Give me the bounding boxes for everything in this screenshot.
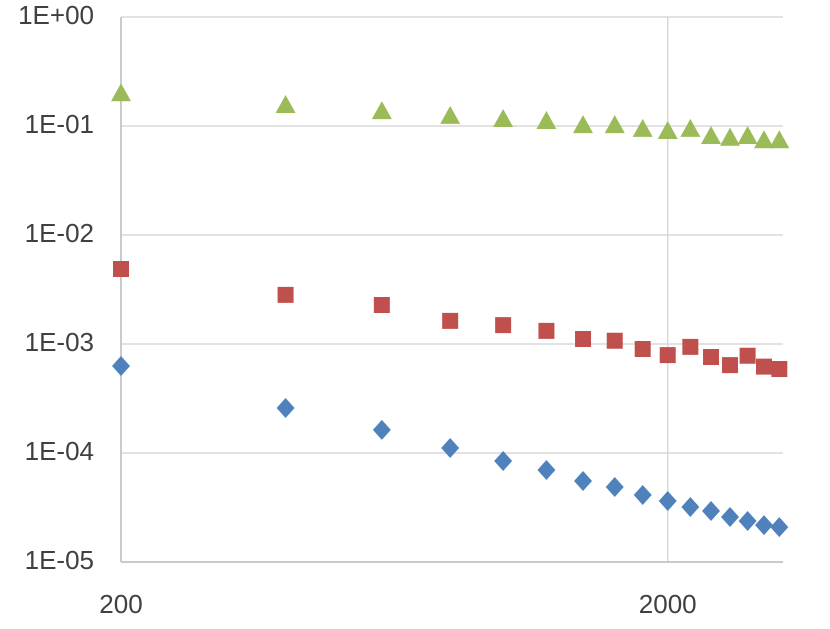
point xyxy=(702,500,721,521)
point xyxy=(682,338,699,355)
point xyxy=(537,459,556,480)
point xyxy=(442,312,459,329)
y-tick-label: 1E-02 xyxy=(25,218,94,248)
point xyxy=(372,419,391,440)
point xyxy=(658,490,677,511)
point xyxy=(720,127,741,146)
point xyxy=(632,118,653,137)
point xyxy=(754,515,773,536)
point xyxy=(441,438,460,459)
point xyxy=(494,450,513,471)
point xyxy=(681,496,700,517)
point xyxy=(493,108,514,127)
point xyxy=(633,484,652,505)
x-tick-label: 2000 xyxy=(639,589,697,619)
point xyxy=(721,506,740,527)
point xyxy=(722,357,739,374)
point xyxy=(753,130,774,149)
y-tick-label: 1E+00 xyxy=(18,0,94,30)
point xyxy=(659,347,676,364)
point xyxy=(373,296,390,313)
point xyxy=(536,111,557,130)
point xyxy=(680,118,701,137)
y-tick-label: 1E-03 xyxy=(25,327,94,357)
y-tick-label: 1E-05 xyxy=(25,545,94,575)
point xyxy=(771,360,788,377)
point xyxy=(755,358,772,375)
point xyxy=(604,115,625,134)
point xyxy=(657,120,678,139)
point xyxy=(112,356,130,377)
point xyxy=(769,130,790,149)
point xyxy=(440,105,461,124)
point xyxy=(111,83,131,102)
point xyxy=(703,348,720,365)
point xyxy=(701,125,722,144)
point xyxy=(113,260,129,277)
point xyxy=(538,322,555,339)
point xyxy=(605,476,624,497)
y-tick-label: 1E-04 xyxy=(25,436,94,466)
point xyxy=(371,101,392,120)
point xyxy=(738,510,757,531)
x-tick-label: 200 xyxy=(99,589,142,619)
point xyxy=(573,115,594,134)
point xyxy=(276,397,295,418)
point xyxy=(634,340,651,357)
point xyxy=(606,332,623,349)
point xyxy=(770,517,789,538)
point xyxy=(575,331,592,348)
point xyxy=(574,470,593,491)
point xyxy=(737,125,758,144)
point xyxy=(739,347,756,364)
point xyxy=(495,317,512,334)
y-tick-label: 1E-01 xyxy=(25,109,94,139)
point xyxy=(275,94,296,113)
point xyxy=(277,286,294,303)
